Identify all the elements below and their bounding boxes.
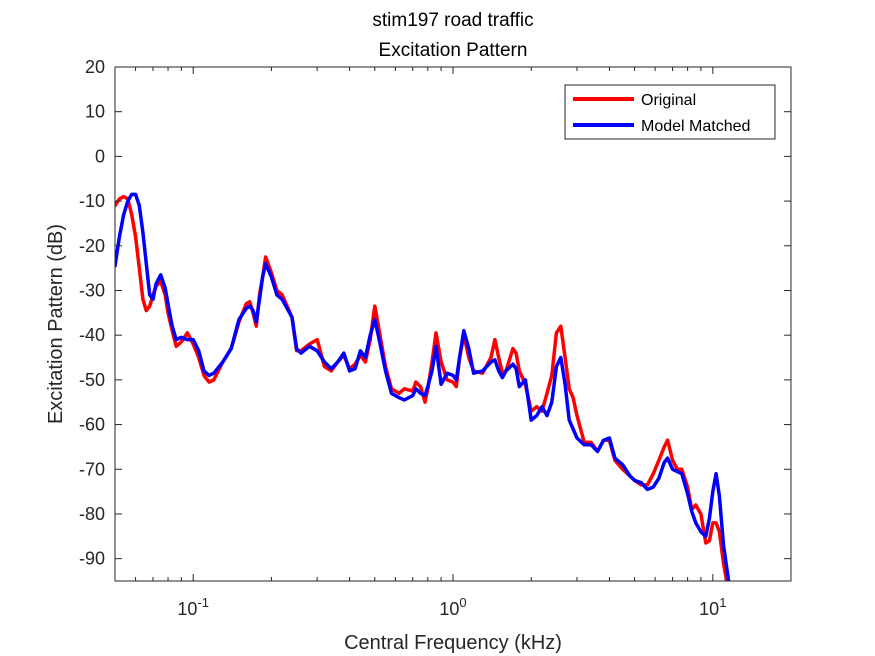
y-tick-label: -20 <box>79 236 105 256</box>
series-layer <box>115 192 731 581</box>
legend: Original Model Matched <box>564 84 776 140</box>
y-tick-label: 20 <box>85 57 105 77</box>
y-axis-label: Excitation Pattern (dB) <box>45 224 67 424</box>
legend-label-model-matched: Model Matched <box>641 118 750 135</box>
y-tick-label: 0 <box>95 146 105 166</box>
x-axis: 10-1 100 101 <box>114 67 792 619</box>
y-tick-label: 10 <box>85 102 105 122</box>
x-axis-label: Central Frequency (kHz) <box>344 632 562 654</box>
y-tick-label: -90 <box>79 549 105 569</box>
y-tick-label: -30 <box>79 280 105 300</box>
y-tick-label: -70 <box>79 459 105 479</box>
series-line-model-matched <box>115 192 731 581</box>
y-axis: 20 10 0 -10 -20 -30 -40 -50 -60 -70 -80 -90 <box>79 57 791 569</box>
legend-box <box>564 84 776 140</box>
chart-subtitle: Excitation Pattern <box>379 40 528 61</box>
y-tick-label: -50 <box>79 370 105 390</box>
y-tick-label: -80 <box>79 504 105 524</box>
x-tick-label: 10-1 <box>177 595 209 619</box>
x-tick-label: 100 <box>439 595 466 619</box>
x-tick-label: 101 <box>699 595 726 619</box>
y-tick-label: -60 <box>79 415 105 435</box>
y-tick-label: -10 <box>79 191 105 211</box>
y-tick-label: -40 <box>79 325 105 345</box>
legend-label-original: Original <box>641 92 696 109</box>
chart-title: stim197 road traffic <box>372 10 533 31</box>
